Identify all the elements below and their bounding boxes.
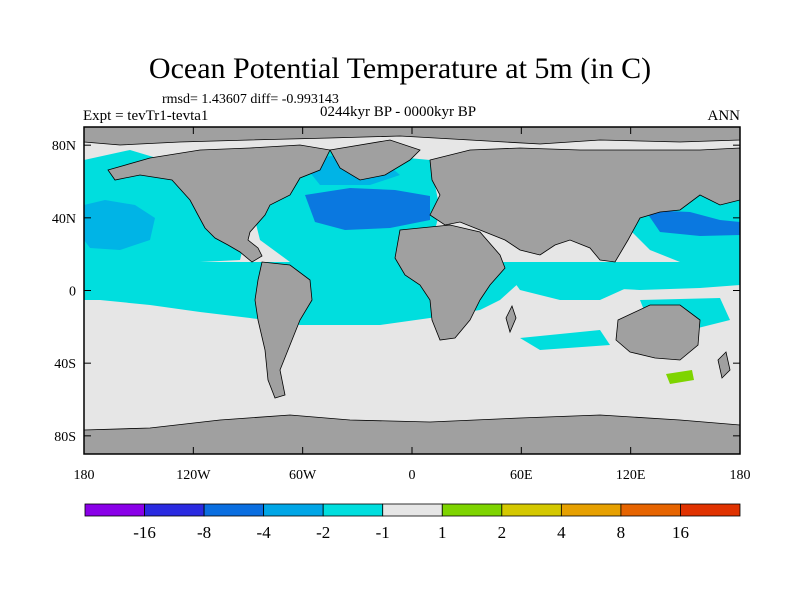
- y-tick-label: 40S: [54, 357, 76, 372]
- colorbar-label: 8: [617, 523, 626, 542]
- colorbar-swatch: [84, 503, 145, 517]
- indian-ocean-cooling: [500, 262, 640, 300]
- y-tick-label: 80S: [54, 430, 76, 445]
- colorbar-swatch: [560, 503, 622, 517]
- y-tick-label: 0: [69, 285, 76, 300]
- x-tick-label: 60E: [510, 468, 533, 483]
- map-panel: [84, 127, 740, 454]
- colorbar-label: 16: [672, 523, 689, 542]
- colorbar-label: 4: [557, 523, 566, 542]
- x-tick-label: 120E: [616, 468, 646, 483]
- south-indian-cooling-streak: [520, 330, 610, 350]
- colorbar-swatch: [144, 503, 205, 517]
- colorbar-label: 2: [498, 523, 507, 542]
- north-atlantic-strong-cooling: [305, 188, 430, 230]
- colorbar-label: 1: [438, 523, 447, 542]
- eurasia: [429, 147, 740, 263]
- y-tick-label: 80N: [52, 139, 76, 154]
- colorbar-label: -8: [197, 523, 211, 542]
- australia: [615, 304, 701, 361]
- x-tick-label: 120W: [176, 468, 211, 483]
- x-tick-label: 180: [730, 468, 751, 483]
- x-tick-label: 60W: [289, 468, 317, 483]
- antarctica: [84, 414, 740, 454]
- colorbar-label: -16: [133, 523, 156, 542]
- y-tick-label: 40N: [52, 212, 76, 227]
- arctic-land-fringe: [84, 127, 740, 146]
- greenland: [329, 139, 421, 181]
- madagascar: [505, 304, 517, 334]
- season-label: ANN: [707, 108, 741, 124]
- colorbar-swatch: [203, 503, 265, 517]
- x-tick-label: 180: [74, 468, 95, 483]
- land-masses: [84, 127, 740, 454]
- colorbar-swatch: [382, 503, 443, 517]
- colorbar-label: -4: [257, 523, 272, 542]
- colorbar-swatch: [322, 503, 384, 517]
- new-zealand: [717, 351, 731, 379]
- period-label: 0244kyr BP - 0000kyr BP: [320, 104, 477, 120]
- rmsd-diff-stats: rmsd= 1.43607 diff= -0.993143: [162, 92, 339, 107]
- chart-title: Ocean Potential Temperature at 5m (in C): [148, 52, 652, 85]
- colorbar-swatch: [620, 503, 681, 517]
- north-pacific-mid-cooling: [84, 200, 155, 250]
- experiment-label: Expt = tevTr1-tevta1: [83, 108, 209, 124]
- colorbar-swatch: [680, 503, 741, 517]
- colorbar-label: -2: [316, 523, 330, 542]
- africa: [394, 224, 506, 341]
- kuroshio-strong-cooling: [645, 210, 740, 236]
- x-tick-label: 0: [409, 468, 416, 483]
- colorbar-swatch: [441, 503, 503, 517]
- colorbar: -16 -8 -4 -2 -1 1 2 4 8 16: [84, 503, 741, 542]
- tasman-warming: [666, 370, 694, 384]
- north-america: [107, 144, 331, 263]
- colorbar-swatch: [501, 503, 562, 517]
- colorbar-swatch: [263, 503, 324, 517]
- south-america: [254, 261, 313, 399]
- colorbar-label: -1: [376, 523, 390, 542]
- axis-ticks: 180 120W 60W 0 60E 120E 180 80N 40N 0 40S 80S: [52, 127, 751, 483]
